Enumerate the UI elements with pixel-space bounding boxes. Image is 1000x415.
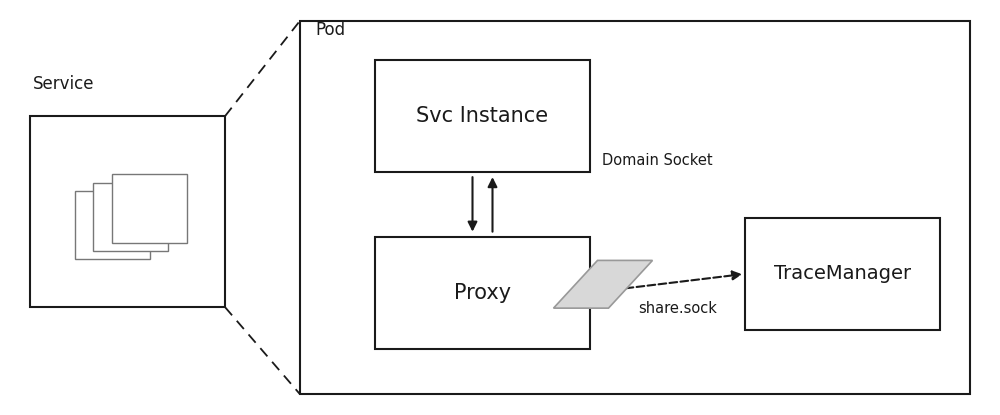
Text: Proxy: Proxy <box>454 283 511 303</box>
Text: Svc Instance: Svc Instance <box>416 106 549 126</box>
Text: Pod: Pod <box>315 22 345 39</box>
Text: Domain Socket: Domain Socket <box>602 153 713 168</box>
Bar <box>30 116 225 307</box>
Bar <box>745 218 940 330</box>
Polygon shape <box>554 261 652 308</box>
Bar <box>375 237 590 349</box>
Bar <box>75 191 150 259</box>
Bar <box>93 183 168 251</box>
Text: share.sock: share.sock <box>638 301 717 316</box>
Bar <box>112 174 187 243</box>
Bar <box>300 21 970 394</box>
Bar <box>375 60 590 172</box>
Text: TraceManager: TraceManager <box>774 264 911 283</box>
Text: Service: Service <box>33 76 94 93</box>
